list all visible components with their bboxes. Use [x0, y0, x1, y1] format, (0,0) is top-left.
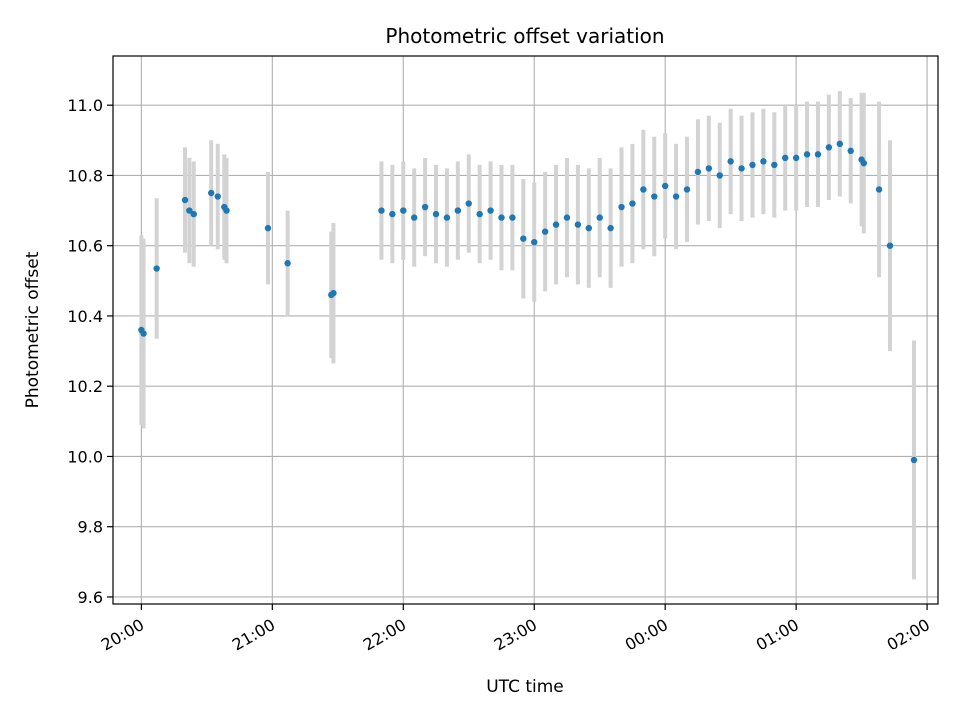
data-point: [694, 168, 702, 176]
data-point: [563, 214, 571, 221]
data-point: [875, 186, 883, 193]
data-point: [727, 158, 734, 165]
data-point: [683, 186, 691, 193]
data-point: [749, 161, 756, 169]
y-tick-label: 10.6: [67, 237, 103, 256]
data-point: [825, 144, 833, 151]
data-point: [705, 165, 713, 172]
data-points: [138, 140, 918, 464]
data-point: [284, 260, 291, 267]
y-axis-label: Photometric offset: [23, 251, 43, 408]
data-point: [410, 214, 418, 221]
data-point: [716, 172, 723, 179]
data-point: [607, 224, 614, 232]
plot-frame: [112, 55, 939, 605]
y-tick-label: 11.0: [67, 96, 103, 115]
data-point: [432, 210, 440, 218]
x-tick-label: 22:00: [360, 615, 409, 655]
data-point: [771, 161, 778, 169]
x-tick-label: 20:00: [98, 615, 147, 655]
data-point: [223, 207, 230, 214]
y-axis: 9.6 9.8 10.0 10.2 10.4 10.6 10.8 11.0: [67, 96, 113, 607]
data-point: [389, 210, 396, 218]
data-point: [190, 210, 197, 218]
data-point: [400, 207, 407, 214]
data-point: [596, 214, 603, 221]
data-point: [181, 196, 189, 204]
data-point: [208, 189, 215, 197]
data-point: [672, 193, 680, 200]
data-point: [454, 207, 462, 214]
x-axis-label: UTC time: [486, 677, 564, 697]
data-point: [847, 147, 854, 155]
data-point: [153, 265, 160, 272]
y-tick-label: 10.4: [67, 307, 103, 326]
data-point: [618, 203, 625, 211]
data-point: [886, 242, 894, 249]
data-point: [378, 207, 385, 214]
data-point: [140, 330, 147, 337]
data-point: [186, 207, 193, 214]
data-point: [264, 224, 272, 232]
data-point: [814, 151, 822, 158]
x-tick-label: 01:00: [753, 615, 802, 655]
y-tick-label: 9.6: [78, 588, 103, 607]
data-point: [910, 456, 918, 464]
x-tick-label: 00:00: [622, 615, 671, 655]
data-point: [836, 140, 843, 148]
data-point: [552, 221, 560, 228]
data-point: [640, 186, 647, 193]
data-point: [541, 228, 549, 235]
chart-title: Photometric offset variation: [385, 24, 664, 48]
data-point: [629, 200, 636, 207]
data-point: [531, 238, 538, 246]
data-point: [585, 224, 592, 232]
data-point: [792, 154, 800, 162]
error-bars: [139, 91, 916, 580]
data-point: [738, 165, 745, 172]
data-point: [803, 151, 811, 158]
data-point: [487, 207, 494, 214]
data-point: [465, 200, 472, 207]
data-point: [520, 235, 527, 242]
y-tick-label: 10.0: [67, 447, 103, 466]
data-point: [214, 193, 221, 200]
data-point: [330, 289, 337, 297]
data-point: [509, 214, 516, 221]
data-point: [443, 214, 451, 221]
data-point: [498, 214, 505, 221]
y-tick-label: 10.8: [67, 166, 103, 185]
data-point: [421, 203, 429, 211]
grid: [113, 56, 938, 604]
y-tick-label: 9.8: [78, 518, 103, 537]
data-point: [661, 182, 669, 190]
data-point: [574, 221, 582, 228]
data-point: [860, 159, 867, 167]
x-tick-label: 02:00: [884, 615, 933, 655]
x-tick-label: 21:00: [229, 615, 278, 655]
data-point: [782, 154, 789, 162]
x-tick-label: 23:00: [491, 615, 540, 655]
data-point: [476, 210, 483, 218]
x-axis: 20:00 21:00 22:00 23:00 00:00 01:00 02:00: [98, 604, 933, 655]
data-point: [760, 158, 767, 165]
data-point: [651, 193, 658, 200]
y-tick-label: 10.2: [67, 377, 103, 396]
